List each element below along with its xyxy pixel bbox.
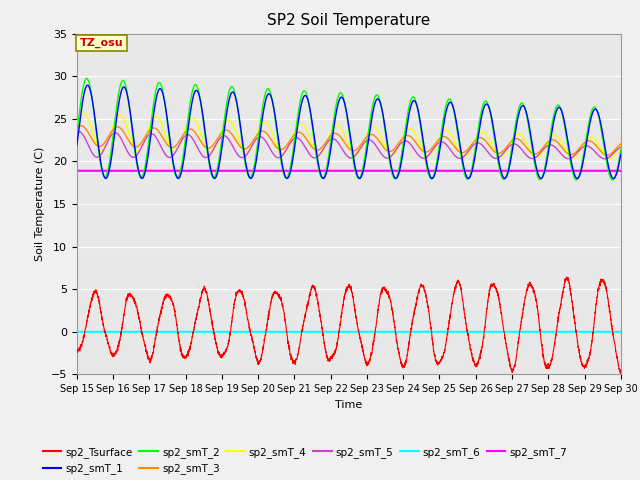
Text: TZ_osu: TZ_osu	[80, 38, 124, 48]
X-axis label: Time: Time	[335, 400, 362, 409]
Y-axis label: Soil Temperature (C): Soil Temperature (C)	[35, 147, 45, 261]
Legend: sp2_Tsurface, sp2_smT_1, sp2_smT_2, sp2_smT_3, sp2_smT_4, sp2_smT_5, sp2_smT_6, : sp2_Tsurface, sp2_smT_1, sp2_smT_2, sp2_…	[38, 443, 572, 478]
Title: SP2 Soil Temperature: SP2 Soil Temperature	[267, 13, 431, 28]
